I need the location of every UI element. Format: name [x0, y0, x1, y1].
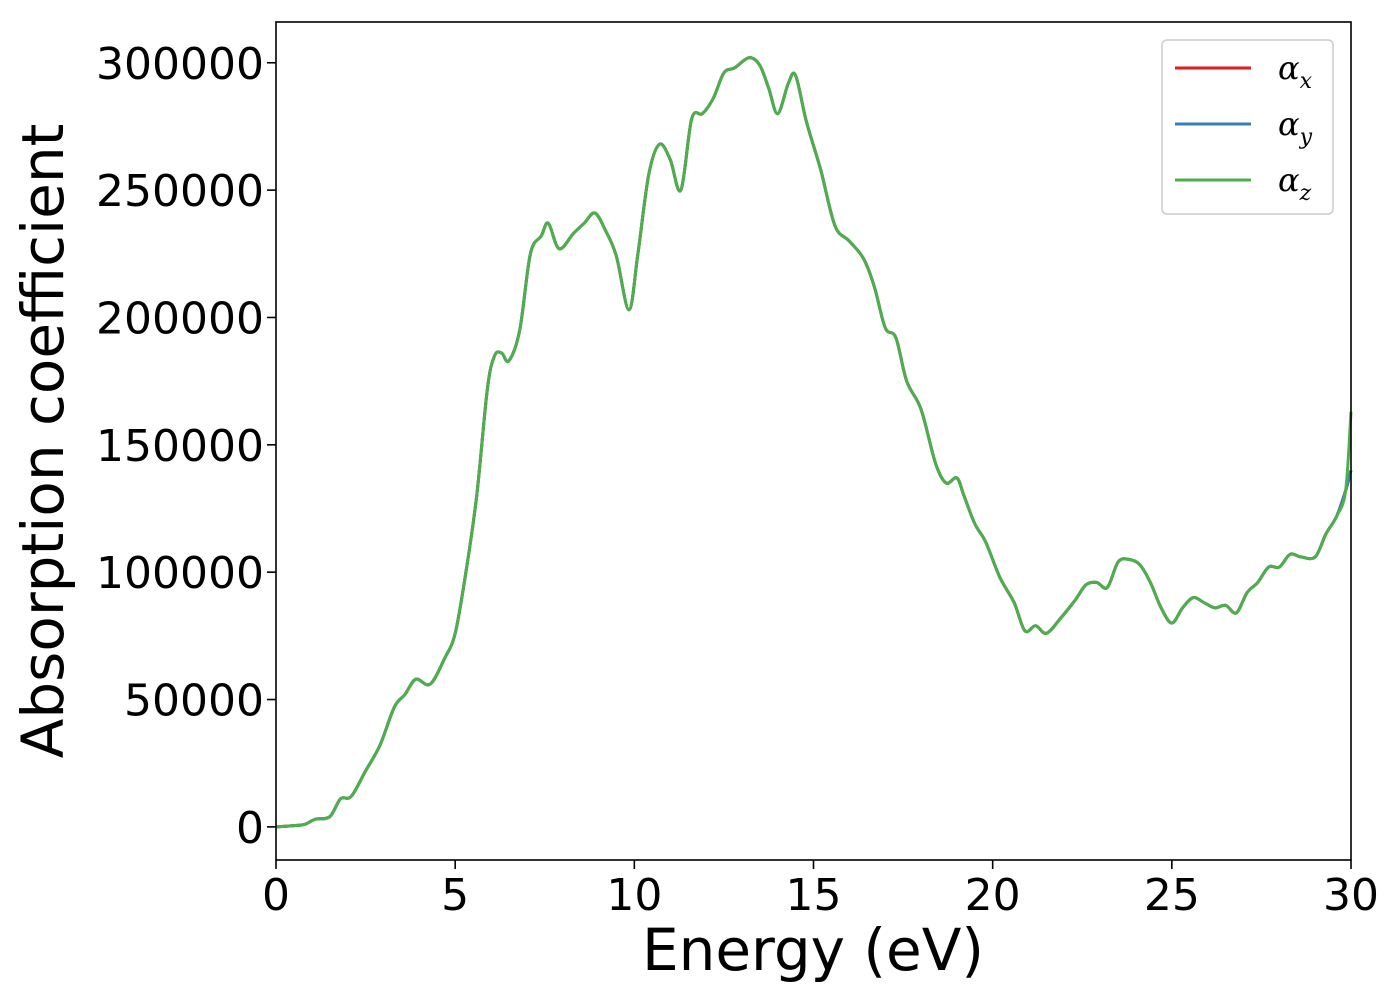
x-tick-label: 10 [606, 870, 662, 921]
y-axis: 0 50000 100000 150000 200000 250000 300000 [96, 39, 276, 854]
y-tick-label: 100000 [96, 548, 264, 599]
y-tick-label: 300000 [96, 39, 264, 90]
x-axis-label: Energy (eV) [642, 916, 984, 984]
series-layer [275, 56, 1353, 829]
x-tick-label: 15 [786, 870, 842, 921]
x-tick-label: 5 [441, 870, 469, 921]
x-axis: 0 5 10 15 20 25 30 [262, 860, 1379, 921]
y-tick-label: 200000 [96, 293, 264, 344]
x-tick-label: 25 [1144, 870, 1200, 921]
y-tick-label: 50000 [124, 676, 264, 727]
y-tick-label: 0 [236, 803, 264, 854]
legend-box [1161, 39, 1334, 215]
x-tick-label: 30 [1323, 870, 1379, 921]
y-axis-label: Absorption coefficient [9, 124, 77, 759]
series-line-z [275, 56, 1353, 829]
x-tick-label: 20 [965, 870, 1021, 921]
y-tick-label: 150000 [96, 421, 264, 472]
x-tick-label: 0 [262, 870, 290, 921]
y-tick-label: 250000 [96, 166, 264, 217]
